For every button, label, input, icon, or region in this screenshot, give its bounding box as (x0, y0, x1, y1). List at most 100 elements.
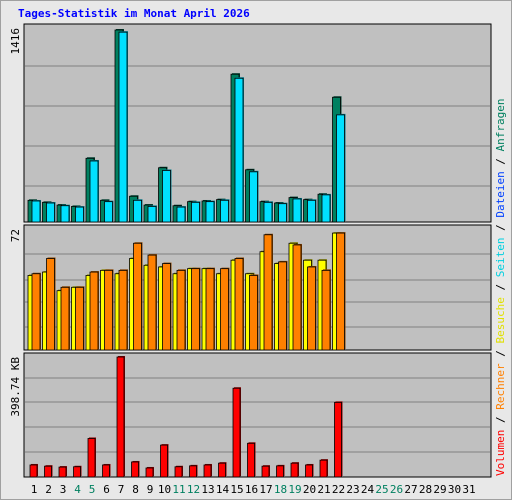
bar-rechner-day-12 (191, 268, 200, 351)
bar-dateien-day-9 (147, 206, 157, 223)
bar-volumen-day-19 (290, 462, 299, 478)
plot-area-bottom (23, 352, 492, 478)
bar-rechner-day-18 (278, 261, 287, 351)
bar-volumen-day-17 (261, 465, 270, 478)
bar-volumen-day-9 (145, 467, 154, 478)
bar-rechner-day-22 (336, 232, 345, 351)
bar-volumen-day-3 (58, 466, 67, 478)
bar-rechner-day-9 (147, 254, 157, 351)
bar-rechner-day-14 (220, 268, 229, 351)
x-tick-label-day-12: 12 (187, 483, 200, 496)
bar-dateien-day-3 (60, 205, 70, 223)
bar-rechner-day-16 (249, 275, 258, 351)
bar-dateien-day-12 (191, 201, 200, 223)
legend-item-rechner: Rechner (494, 363, 507, 410)
bar-volumen-day-7 (116, 356, 125, 478)
bar-volumen-day-10 (160, 444, 168, 478)
x-tick-label-day-26: 26 (390, 483, 403, 496)
x-tick-label-day-29: 29 (433, 483, 446, 496)
bar-volumen-day-15 (232, 387, 241, 478)
x-tick-label-day-18: 18 (274, 483, 287, 496)
x-tick-label-day-5: 5 (89, 483, 96, 496)
x-tick-label-day-4: 4 (74, 483, 81, 496)
bar-dateien-day-18 (278, 203, 287, 223)
x-tick-label-day-27: 27 (404, 483, 417, 496)
bar-dateien-day-14 (220, 199, 229, 223)
x-tick-label-day-15: 15 (230, 483, 243, 496)
bar-rechner-day-4 (75, 286, 84, 351)
y-max-label-bottom: 398.74 KB (9, 357, 22, 417)
legend-separator: / (494, 218, 507, 238)
panel-top: 1416 (9, 23, 492, 223)
legend-item-seiten: Seiten (494, 238, 507, 278)
x-tick-label-day-16: 16 (245, 483, 258, 496)
bar-dateien-day-16 (249, 171, 258, 223)
x-tick-label-day-7: 7 (118, 483, 125, 496)
x-tick-label-day-20: 20 (303, 483, 316, 496)
bar-dateien-day-10 (162, 170, 171, 223)
bar-volumen-day-5 (87, 438, 96, 478)
bar-dateien-day-4 (75, 206, 84, 223)
legend-separator: / (494, 344, 507, 364)
x-tick-label-day-17: 17 (259, 483, 272, 496)
bar-rechner-day-19 (292, 244, 302, 351)
bar-dateien-day-11 (176, 206, 186, 223)
x-tick-label-day-28: 28 (419, 483, 432, 496)
x-tick-label-day-19: 19 (288, 483, 301, 496)
bar-dateien-day-15 (234, 77, 244, 223)
legend-separator: / (494, 151, 507, 171)
bar-dateien-day-1 (31, 200, 41, 223)
bar-rechner-day-8 (133, 242, 142, 351)
bar-volumen-day-20 (305, 464, 313, 478)
legend-item-anfragen: Anfragen (494, 98, 507, 151)
legend-separator: / (494, 410, 507, 430)
panel-bottom: 398.74 KB (9, 352, 492, 478)
bar-volumen-day-22 (334, 401, 342, 478)
x-tick-label-day-8: 8 (132, 483, 139, 496)
bar-rechner-day-5 (89, 271, 99, 351)
bar-dateien-day-20 (307, 199, 316, 223)
x-tick-label-day-23: 23 (346, 483, 359, 496)
legend-item-volumen: Volumen (494, 430, 507, 476)
bar-rechner-day-6 (104, 269, 113, 351)
x-tick-label-day-10: 10 (158, 483, 171, 496)
bar-volumen-day-1 (29, 464, 38, 478)
bar-rechner-day-21 (321, 269, 331, 351)
x-tick-label-day-9: 9 (147, 483, 154, 496)
bar-rechner-day-3 (60, 286, 70, 351)
x-tick-label-day-6: 6 (103, 483, 110, 496)
x-tick-label-day-13: 13 (201, 483, 214, 496)
x-tick-label-day-30: 30 (448, 483, 461, 496)
bar-volumen-day-8 (131, 461, 139, 478)
x-tick-label-day-3: 3 (60, 483, 67, 496)
bar-volumen-day-4 (73, 466, 81, 478)
legend-separator: / (494, 277, 507, 297)
x-tick-label-day-11: 11 (172, 483, 185, 496)
x-tick-label-day-21: 21 (317, 483, 330, 496)
bar-rechner-day-20 (307, 266, 316, 351)
bar-volumen-day-11 (174, 466, 183, 478)
x-tick-label-day-31: 31 (462, 483, 475, 496)
bar-dateien-day-13 (205, 201, 215, 223)
x-tick-label-day-2: 2 (45, 483, 52, 496)
bar-dateien-day-2 (46, 202, 55, 223)
bar-volumen-day-16 (247, 442, 255, 478)
bar-rechner-day-13 (205, 268, 215, 351)
bar-rechner-day-15 (234, 258, 244, 351)
y-max-label-top: 1416 (9, 28, 22, 55)
legend: Volumen / Rechner / Besuche / Seiten / D… (494, 98, 507, 476)
bar-dateien-day-8 (133, 199, 142, 223)
bar-dateien-day-22 (336, 114, 345, 223)
x-tick-label-day-1: 1 (31, 483, 38, 496)
bar-dateien-day-5 (89, 160, 99, 223)
legend-item-dateien: Dateien (494, 171, 507, 217)
bar-rechner-day-17 (263, 234, 273, 351)
bar-volumen-day-18 (276, 465, 284, 478)
bar-volumen-day-13 (203, 464, 212, 478)
x-tick-label-day-24: 24 (361, 483, 375, 496)
bar-volumen-day-6 (102, 464, 110, 478)
bar-dateien-day-7 (118, 31, 128, 223)
bar-dateien-day-6 (104, 201, 113, 223)
bar-rechner-day-7 (118, 269, 128, 351)
